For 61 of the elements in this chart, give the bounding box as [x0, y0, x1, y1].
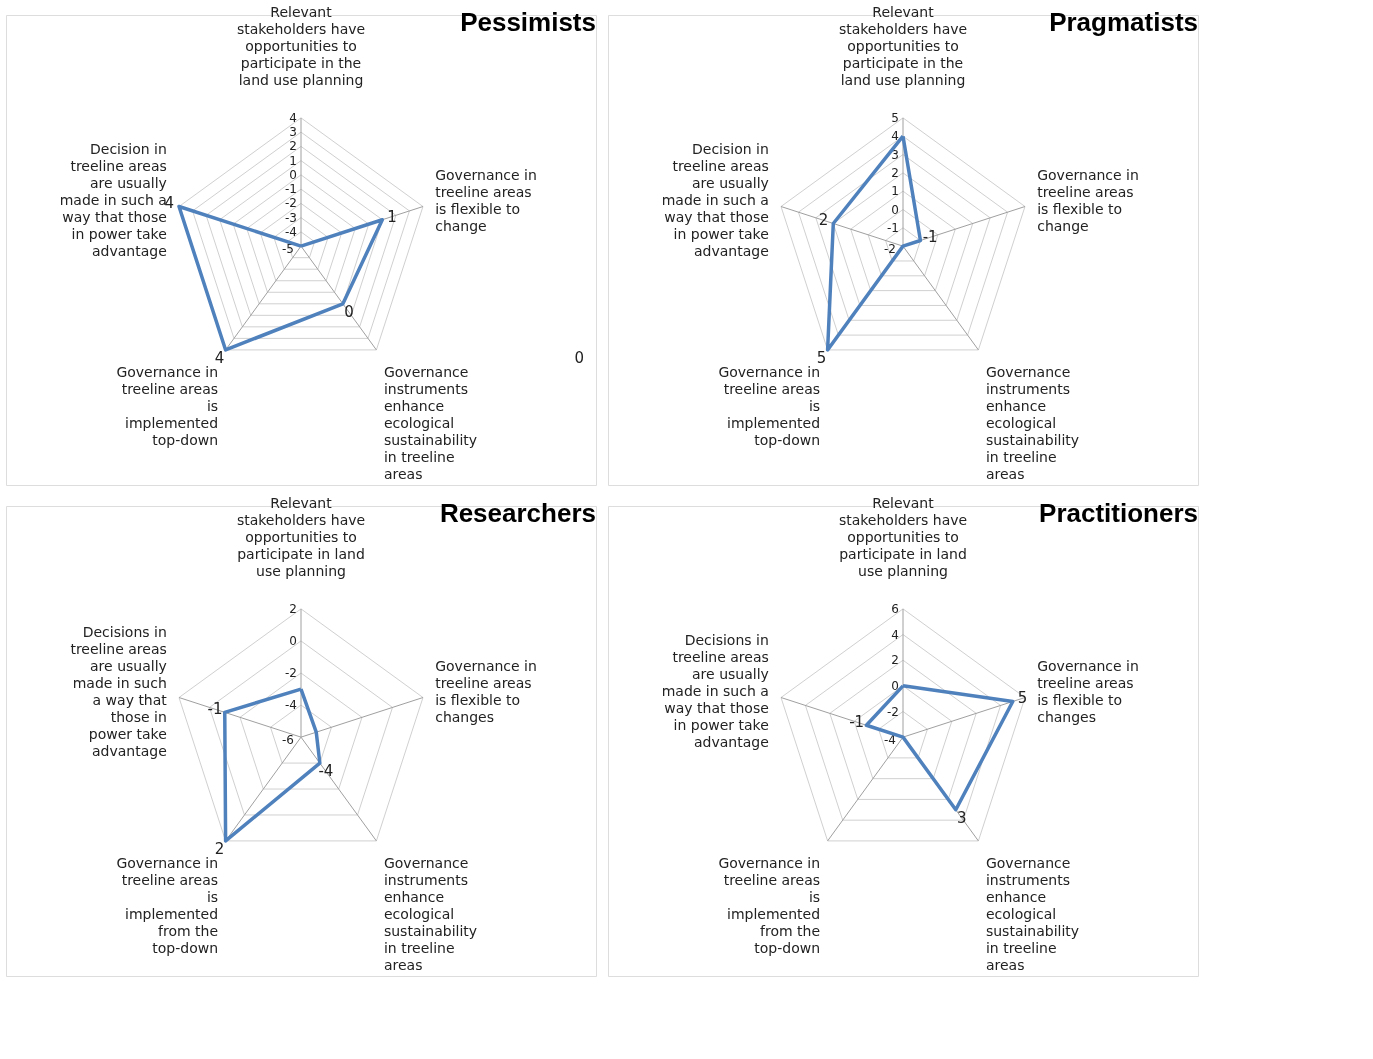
- spoke-label: Relevant stakeholders have opportunities to participate in the land use planning: [838, 4, 968, 89]
- y-tick-label: -4: [285, 224, 297, 239]
- y-tick-label: 0: [891, 202, 899, 217]
- spoke-label: Governance instruments enhance ecological sustainability in treeline areas: [985, 855, 1080, 974]
- y-tick-label: -2: [285, 666, 297, 681]
- y-tick-label: 1: [891, 184, 899, 199]
- data-label: -1: [922, 228, 938, 247]
- data-label: 4: [164, 194, 175, 213]
- y-tick-label: 0: [289, 633, 297, 648]
- chart-title: Pragmatists: [1049, 7, 1198, 38]
- y-tick-label: 4: [289, 110, 297, 125]
- y-tick-label: -5: [282, 242, 294, 257]
- spoke-label: Relevant stakeholders have opportunities to participate in land use planning: [236, 495, 366, 580]
- y-tick-label: 3: [891, 147, 899, 162]
- y-tick-label: -2: [884, 242, 896, 257]
- data-label: 5: [1017, 689, 1028, 708]
- spoke-label: Relevant stakeholders have opportunities to participate in land use planning: [838, 495, 968, 580]
- spoke-label: Governance instruments enhance ecological sustainability in treeline areas: [985, 364, 1080, 483]
- spoke-label: Decisions in treeline areas are usually made in such a way that those in power take advantage: [661, 632, 769, 751]
- y-tick-label: 2: [891, 653, 899, 668]
- spoke-label: Governance in treeline areas is implemented from the top-down: [718, 855, 821, 957]
- spoke-label: Decision in treeline areas are usually made in such a way that those in power take advantage: [59, 141, 167, 260]
- y-tick-label: 3: [289, 125, 297, 140]
- data-label: 0: [344, 303, 354, 322]
- y-tick-label: 5: [891, 110, 899, 125]
- data-label: 1: [387, 207, 397, 226]
- spoke-label: Governance in treeline areas is flexible to change: [1037, 166, 1139, 234]
- data-label: 3: [957, 809, 967, 828]
- spoke-label: Governance in treeline areas is flexible to changes: [435, 657, 537, 725]
- y-tick-label: -2: [285, 196, 297, 211]
- y-tick-label: 2: [289, 139, 297, 154]
- data-label: -1: [207, 700, 223, 719]
- y-tick-label: 6: [891, 601, 899, 616]
- y-tick-label: -1: [285, 182, 297, 197]
- data-label: 2: [818, 211, 829, 230]
- chart-title: Researchers: [439, 498, 596, 529]
- y-tick-label: 4: [891, 627, 899, 642]
- spoke-label: Decisions in treeline areas are usually made in such a way that those in power take advantage: [70, 623, 168, 759]
- y-tick-label: -1: [887, 220, 899, 235]
- y-tick-label: 2: [289, 601, 297, 616]
- data-label: -4: [318, 762, 334, 781]
- chart-title: Pessimists: [460, 7, 596, 38]
- y-tick-label: 0: [289, 167, 297, 182]
- y-tick-label: -6: [282, 733, 294, 748]
- spoke-label: Relevant stakeholders have opportunities to participate in the land use planning: [236, 4, 366, 89]
- y-tick-label: -2: [887, 704, 899, 719]
- y-tick-label: -4: [884, 733, 896, 748]
- spoke-label: Governance in treeline areas is flexible to changes: [1037, 657, 1139, 725]
- y-tick-label: 1: [289, 153, 297, 168]
- y-tick-label: 2: [891, 165, 899, 180]
- text: 0: [574, 349, 584, 368]
- y-tick-label: 4: [891, 129, 899, 144]
- y-tick-label: -4: [285, 698, 297, 713]
- chart-title: Practitioners: [1039, 498, 1198, 529]
- spoke-label: Governance in treeline areas is flexible to change: [435, 166, 537, 234]
- y-tick-label: 0: [891, 678, 899, 693]
- y-tick-label: -3: [285, 210, 297, 225]
- spoke-label: Governance instruments enhance ecological sustainability in treeline areas: [383, 364, 478, 483]
- spoke-label: Governance instruments enhance ecological sustainability in treeline areas: [383, 855, 478, 974]
- spoke-label: Decision in treeline areas are usually made in such a way that those in power take advantage: [661, 141, 769, 260]
- data-label: -1: [849, 713, 865, 732]
